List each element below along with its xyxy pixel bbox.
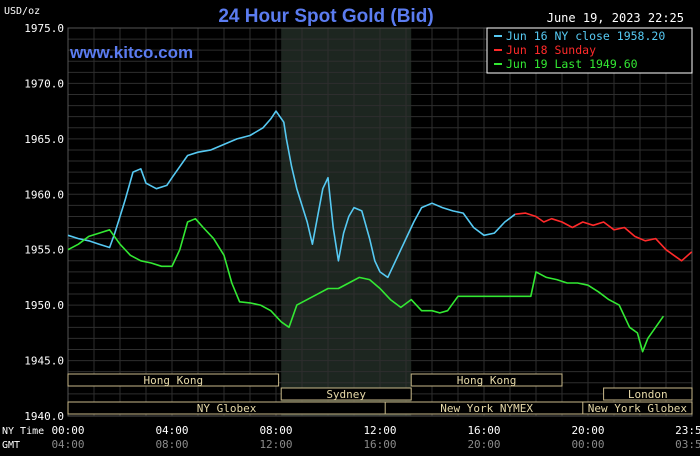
x-tick-gmt-label: 04:00	[51, 438, 84, 451]
session-label: NY Globex	[197, 402, 257, 415]
y-tick-label: 1945.0	[24, 355, 64, 368]
x-tick-ny-label: 04:00	[155, 424, 188, 437]
y-tick-label: 1975.0	[24, 22, 64, 35]
x-tick-gmt-label: 03:59	[675, 438, 700, 451]
session-bar	[582, 401, 693, 415]
x-tick-ny-label: 12:00	[363, 424, 396, 437]
legend-jun19: Jun 19 Last 1949.60	[506, 57, 638, 71]
session-label: London	[628, 388, 668, 401]
session-label: New York NYMEX	[440, 402, 533, 415]
session-bar	[67, 401, 386, 415]
chart-title: 24 Hour Spot Gold (Bid)	[218, 6, 433, 27]
x-tick-ny-label: 00:00	[51, 424, 84, 437]
series-lines	[67, 110, 693, 353]
y-tick-label: 1965.0	[24, 133, 64, 146]
x-tick-gmt-label: 12:00	[259, 438, 292, 451]
nymex-shaded-region	[281, 28, 412, 416]
y-tick-label: 1940.0	[24, 410, 64, 423]
unit-label: USD/oz	[4, 6, 40, 17]
y-tick-label: 1950.0	[24, 299, 64, 312]
gmt-label: GMT	[2, 440, 20, 451]
x-tick-ny-label: 20:00	[571, 424, 604, 437]
session-bar	[410, 373, 563, 387]
series-line-2	[67, 217, 665, 353]
plot-border	[67, 27, 693, 417]
timestamp: June 19, 2023 22:25	[547, 11, 684, 25]
y-axis-ticks: 1940.0 1945.0 1950.0 1955.0 1960.0 1965.0 1970…	[24, 22, 64, 423]
ny-time-label: NY Time	[2, 426, 44, 437]
session-bars: Hong Kong Hong Kong London Sydney New York G…	[67, 373, 693, 415]
legend-jun18: Jun 18 Sunday	[506, 43, 596, 57]
x-axis-ticks: 00:0004:0008:0012:0016:0020:0023:5904:00…	[51, 424, 700, 451]
x-tick-gmt-label: 20:00	[467, 438, 500, 451]
legend: Jun 16 NY close 1958.20 Jun 18 Sunday Ju…	[486, 27, 693, 74]
legend-jun16: Jun 16 NY close 1958.20	[506, 29, 665, 43]
x-tick-ny-label: 08:00	[259, 424, 292, 437]
session-label: New York Globex	[588, 402, 688, 415]
session-bar	[67, 373, 280, 387]
brand-watermark: www.kitco.com	[69, 43, 193, 62]
x-tick-gmt-label: 08:00	[155, 438, 188, 451]
series-line-1	[515, 212, 693, 262]
x-tick-ny-label: 16:00	[467, 424, 500, 437]
series-line-0	[67, 110, 516, 279]
session-label: Sydney	[326, 388, 366, 401]
x-tick-ny-label: 23:59	[675, 424, 700, 437]
x-tick-gmt-label: 00:00	[571, 438, 604, 451]
y-tick-label: 1960.0	[24, 188, 64, 201]
y-tick-label: 1955.0	[24, 244, 64, 257]
shaded-region	[281, 28, 412, 416]
x-tick-gmt-label: 16:00	[363, 438, 396, 451]
session-bar	[603, 387, 693, 401]
session-label: Hong Kong	[457, 374, 517, 387]
session-label: Hong Kong	[143, 374, 203, 387]
session-bar	[280, 387, 412, 401]
y-tick-label: 1970.0	[24, 77, 64, 90]
